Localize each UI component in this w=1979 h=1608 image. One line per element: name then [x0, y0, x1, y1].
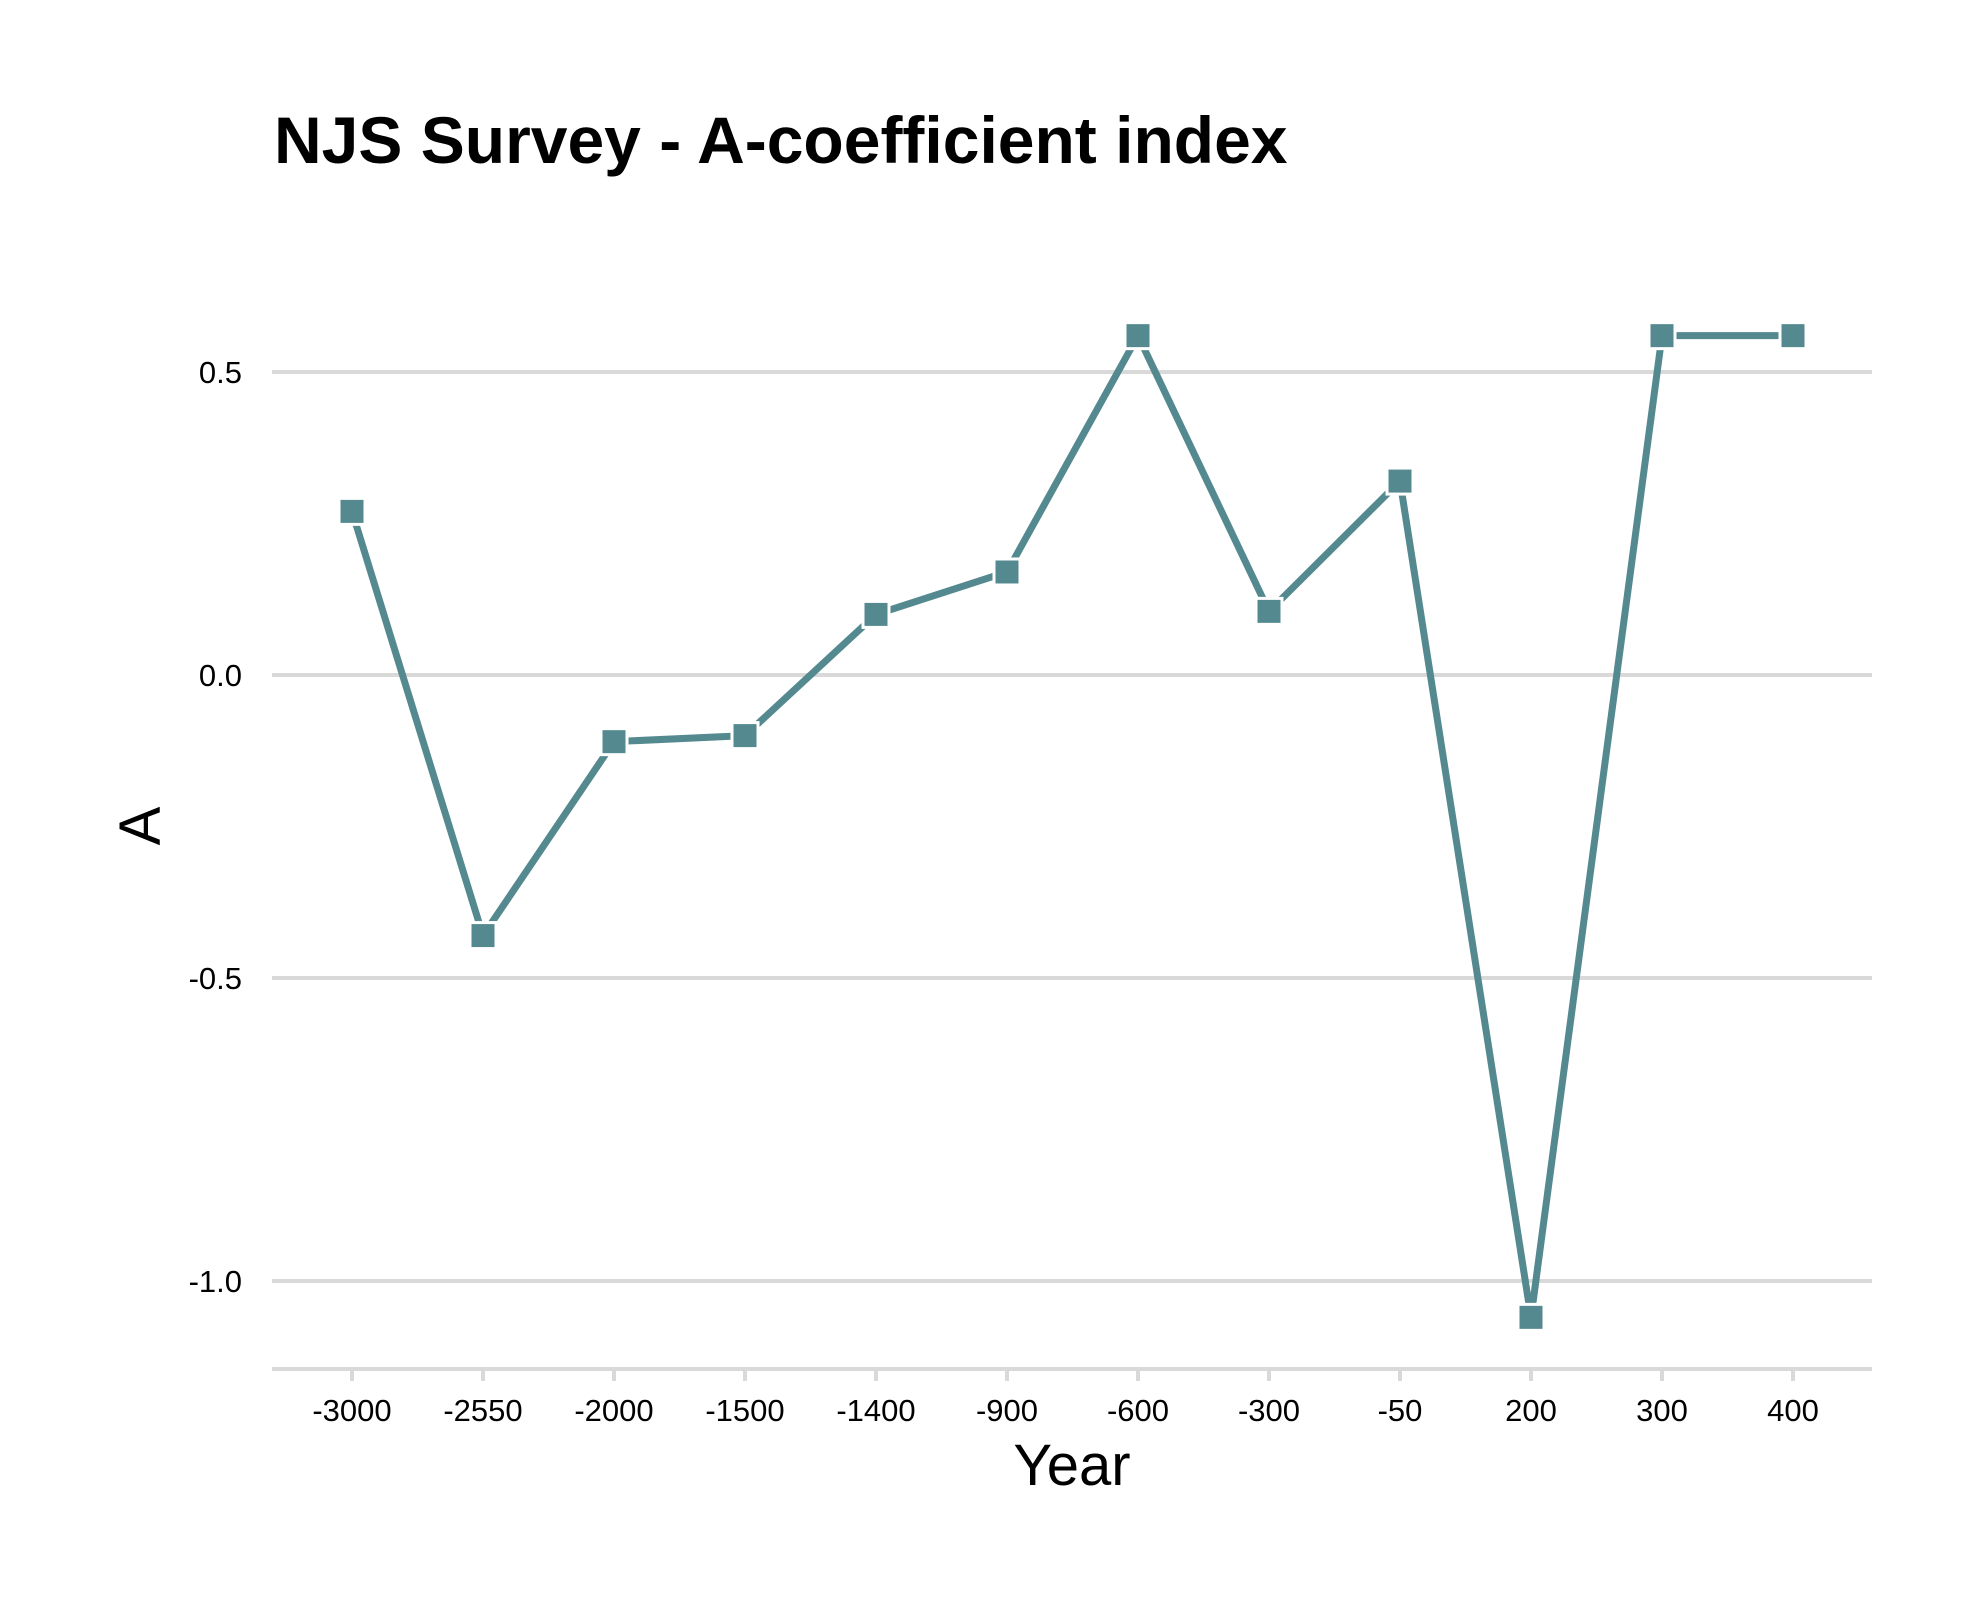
data-point-marker — [1123, 321, 1153, 351]
y-tick-labels: 0.5 0.0 -0.5 -1.0 — [189, 355, 242, 1299]
data-point-marker — [337, 496, 367, 526]
x-axis-label: Year — [1013, 1433, 1130, 1498]
data-point-marker — [730, 721, 760, 751]
x-tick-label: -300 — [1238, 1393, 1300, 1428]
data-point-marker — [992, 557, 1022, 587]
x-tick-label: -2000 — [574, 1393, 653, 1428]
y-tick-label: -1.0 — [189, 1264, 242, 1299]
data-point-marker — [468, 921, 498, 951]
data-point-marker — [1254, 596, 1284, 626]
gridlines — [272, 370, 1872, 1283]
data-point-marker — [1516, 1302, 1546, 1332]
data-point-marker — [1778, 321, 1808, 351]
data-point-marker — [1647, 321, 1677, 351]
data-point-marker — [861, 599, 891, 629]
data-markers — [337, 321, 1808, 1332]
x-tick-label: -2550 — [443, 1393, 522, 1428]
x-tick-label: -1500 — [705, 1393, 784, 1428]
x-tick-label: 400 — [1767, 1393, 1819, 1428]
chart-title: NJS Survey - A-coefficient index — [274, 103, 1288, 177]
x-tick-label: -900 — [976, 1393, 1038, 1428]
x-ticks: -3000 -2550 -2000 -1500 -1400 -900 -600 -300 -50… — [312, 1369, 1819, 1428]
x-tick-label: -1400 — [836, 1393, 915, 1428]
x-tick-label: 200 — [1505, 1393, 1557, 1428]
data-point-marker — [599, 727, 629, 757]
x-tick-label: -3000 — [312, 1393, 391, 1428]
data-point-marker — [1385, 466, 1415, 496]
y-tick-label: 0.0 — [199, 658, 242, 693]
y-axis-label: A — [108, 806, 173, 845]
y-tick-label: -0.5 — [189, 961, 242, 996]
y-tick-label: 0.5 — [199, 355, 242, 390]
series-line — [348, 332, 1797, 1321]
x-tick-label: -50 — [1378, 1393, 1423, 1428]
x-tick-label: 300 — [1636, 1393, 1688, 1428]
x-tick-label: -600 — [1107, 1393, 1169, 1428]
